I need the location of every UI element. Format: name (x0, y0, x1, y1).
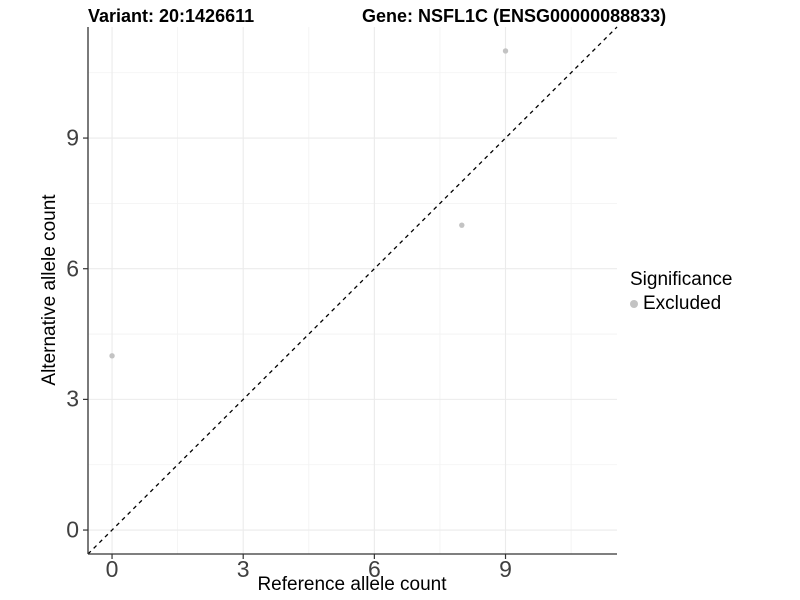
legend: Significance Excluded (630, 269, 732, 315)
x-tick-label: 9 (499, 556, 512, 582)
y-tick-label: 3 (66, 385, 79, 412)
plot-title-gene: Gene: NSFL1C (ENSG00000088833) (362, 6, 667, 26)
data-point (502, 48, 509, 54)
y-tick-label: 9 (66, 124, 79, 151)
y-tick-label: 0 (66, 516, 79, 543)
x-axis-label: Reference allele count (257, 574, 447, 595)
x-tick-label: 3 (236, 556, 250, 582)
data-point (109, 353, 115, 359)
x-tick-label: 0 (105, 556, 119, 582)
plot-title-variant: Variant: 20:1426611 (88, 6, 255, 26)
excluded-point-icon (630, 300, 638, 308)
x-tick-label: 6 (367, 556, 381, 582)
identity-reference-line (87, 26, 618, 555)
legend-entry-excluded: Excluded (630, 293, 732, 315)
legend-title: Significance (630, 269, 733, 290)
y-axis-label: Alternative allele count (39, 194, 60, 386)
y-tick-label: 6 (66, 255, 79, 282)
legend-entry-label: Excluded (643, 293, 722, 314)
data-point (459, 222, 465, 228)
